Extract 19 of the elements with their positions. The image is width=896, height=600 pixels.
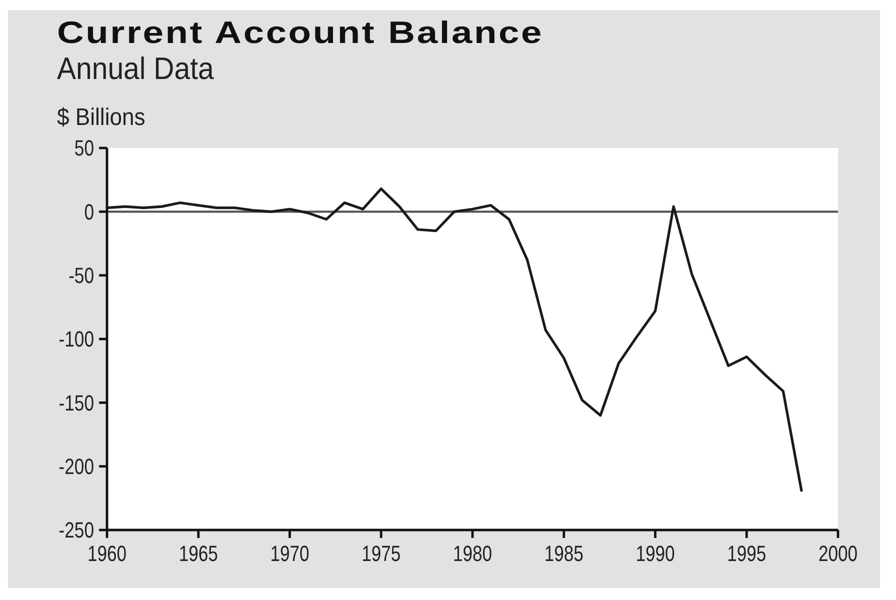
y-tick-label: 50: [74, 136, 94, 162]
chart-subtitle: Annual Data: [57, 52, 214, 86]
y-tick-label: -250: [58, 518, 94, 544]
chart-title: Current Account Balance: [57, 16, 544, 50]
y-tick-label: -100: [58, 328, 94, 352]
y-tick-label: -200: [58, 455, 94, 480]
y-tick-label: -150: [58, 392, 94, 416]
x-tick-label: 1985: [544, 542, 584, 567]
x-tick-label: 1980: [452, 542, 492, 567]
x-tick-label: 2000: [818, 542, 858, 567]
y-tick-label: -50: [68, 264, 94, 289]
x-tick-label: 1965: [178, 542, 218, 567]
x-tick-label: 1995: [727, 542, 766, 567]
x-tick-label: 1960: [87, 542, 127, 567]
x-tick-label: 1990: [636, 542, 675, 567]
x-tick-label: 1975: [362, 542, 401, 567]
y-tick-label: 0: [84, 200, 94, 225]
y-axis-title: $ Billions: [57, 103, 146, 130]
x-tick-label: 1970: [270, 542, 310, 567]
